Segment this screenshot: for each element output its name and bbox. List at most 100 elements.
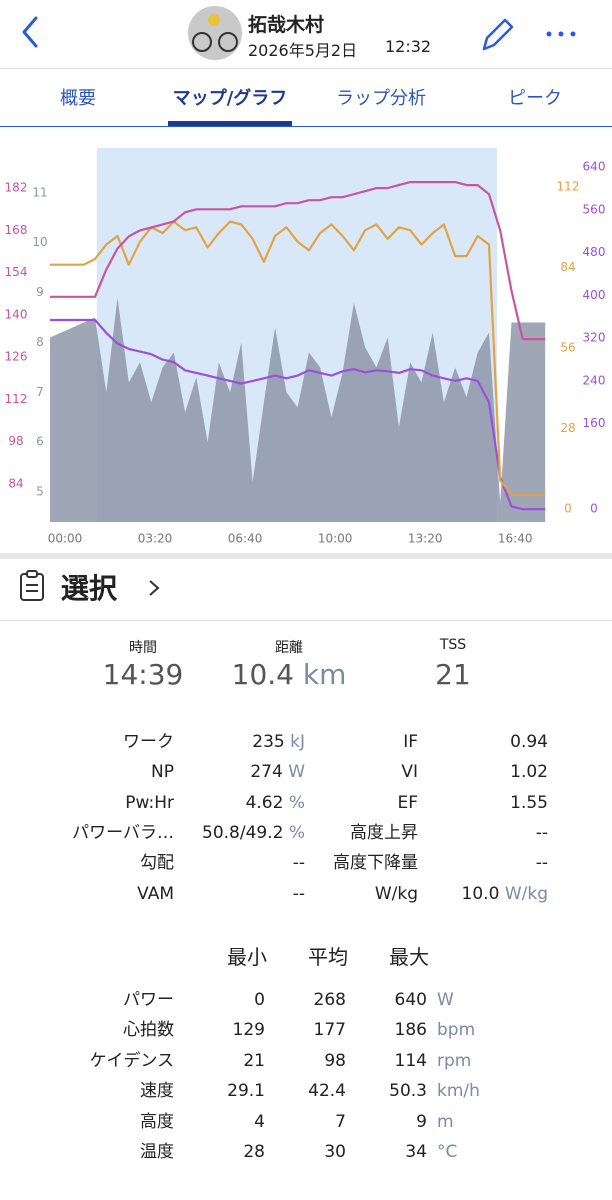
unit: % xyxy=(288,792,305,813)
y-tick-label: 10 xyxy=(32,235,47,249)
stat-value: 129 xyxy=(232,1020,265,1041)
stat-value: 50.3 xyxy=(389,1081,427,1102)
divider xyxy=(0,620,612,621)
x-tick-label: 03:20 xyxy=(138,532,173,546)
chevron[interactable] xyxy=(146,578,162,598)
y-tick-label: 160 xyxy=(583,416,606,430)
stat-value: 4 xyxy=(254,1111,265,1132)
value: 1.55 xyxy=(510,792,548,813)
stat-unit: W xyxy=(437,990,454,1010)
stat-unit: °C xyxy=(437,1142,458,1162)
stat-value: 186 xyxy=(394,1020,427,1041)
area-series xyxy=(50,297,546,522)
value: 0.94 xyxy=(510,732,548,752)
value: -- xyxy=(535,853,548,874)
stat-label: 温度 xyxy=(140,1142,174,1162)
value: -- xyxy=(292,853,305,874)
summary-number: 10.4 xyxy=(231,658,294,691)
summary-number: 14:39 xyxy=(102,658,184,691)
y-tick-label: 182 xyxy=(5,181,28,195)
stat-value: 21 xyxy=(243,1050,265,1071)
metric-label: Pw:Hr xyxy=(125,792,174,813)
tab[interactable]: マップ/グラフ xyxy=(172,88,288,109)
x-tick-label: 00:00 xyxy=(48,532,83,546)
y-tick-label: 126 xyxy=(5,350,28,364)
y-tick-label: 112 xyxy=(5,392,28,406)
value: -- xyxy=(292,883,305,904)
summary-label: 距離 xyxy=(275,640,303,656)
stat-label: パワー xyxy=(123,990,174,1010)
tab[interactable]: 概要 xyxy=(60,88,96,109)
y-tick-label: 154 xyxy=(5,265,28,279)
value: 274 xyxy=(250,762,283,783)
stat-value: 9 xyxy=(416,1111,427,1132)
divider xyxy=(0,68,612,69)
back-button[interactable] xyxy=(22,16,38,48)
y-tick-label: 7 xyxy=(36,385,44,399)
line-series xyxy=(50,181,546,341)
stat-label: 心拍数 xyxy=(123,1020,174,1041)
metric-label: EF xyxy=(397,792,418,813)
stat-label: ケイデンス xyxy=(89,1050,174,1071)
x-tick-label: 10:00 xyxy=(318,532,353,546)
metric-label: 高度下降量 xyxy=(333,853,418,874)
avatar[interactable] xyxy=(188,6,242,60)
metric-label: パワーバラ… xyxy=(72,822,174,843)
stat-value: 42.4 xyxy=(308,1081,346,1102)
stat-value: 28 xyxy=(243,1142,265,1162)
stat-value: 34 xyxy=(405,1142,427,1162)
y-tick-label: 400 xyxy=(583,288,606,302)
divider xyxy=(0,126,612,127)
stat-value: 640 xyxy=(394,990,427,1010)
value: 1.02 xyxy=(510,762,548,783)
summary-value: 14:39 xyxy=(53,658,233,691)
stat-value: 7 xyxy=(335,1111,346,1132)
summary-label: TSS xyxy=(439,637,467,653)
metric-value: 235 kJ xyxy=(252,731,305,753)
value: 10.0 xyxy=(461,883,500,904)
metric-value: 50.8/49.2 % xyxy=(202,822,305,844)
avatar-detail xyxy=(192,32,212,52)
stat-unit: m xyxy=(437,1111,454,1132)
metric-label: VI xyxy=(401,762,418,783)
stat-value: 177 xyxy=(313,1020,346,1041)
metric-label: NP xyxy=(151,762,174,783)
tab[interactable]: ラップ分析 xyxy=(336,88,426,109)
y-tick-label: 240 xyxy=(583,373,606,387)
y-tick-label: 8 xyxy=(36,335,44,349)
unit: kJ xyxy=(290,732,305,752)
y-tick-label: 5 xyxy=(36,485,44,499)
more-button[interactable] xyxy=(546,31,576,37)
athlete-name: 拓哉木村 xyxy=(248,14,325,36)
y-tick-label: 6 xyxy=(36,435,44,449)
clipboard-icon xyxy=(20,570,44,601)
avatar-detail xyxy=(208,14,220,26)
y-tick-label: 84 xyxy=(560,260,575,274)
metric-value: 274 W xyxy=(250,761,305,783)
column-header: 最小 xyxy=(227,945,267,969)
metric-value: -- xyxy=(536,822,548,844)
metric-value: 10.0 W/kg xyxy=(462,883,548,905)
section-title[interactable]: 選択 xyxy=(61,572,118,605)
y-tick-label: 28 xyxy=(560,421,575,435)
column-header: 最大 xyxy=(389,945,429,969)
metric-value: -- xyxy=(293,852,305,874)
value: 50.8/49.2 xyxy=(202,822,284,843)
y-tick-label: 640 xyxy=(583,160,606,174)
metric-label: IF xyxy=(403,732,418,752)
y-tick-label: 56 xyxy=(560,341,575,355)
metric-value: 0.94 xyxy=(510,731,548,753)
value: 235 xyxy=(252,732,285,752)
header-bar xyxy=(22,6,576,60)
x-tick-label: 13:20 xyxy=(408,532,443,546)
tab[interactable]: ピーク xyxy=(508,88,562,109)
stat-unit: rpm xyxy=(437,1050,472,1071)
y-tick-label: 168 xyxy=(5,223,28,237)
line-series xyxy=(50,318,546,511)
y-tick-label: 320 xyxy=(583,331,606,345)
stat-unit: bpm xyxy=(437,1020,476,1041)
metric-value: 1.55 xyxy=(510,792,548,814)
stat-unit: km/h xyxy=(437,1081,480,1102)
edit-button[interactable] xyxy=(482,18,514,51)
